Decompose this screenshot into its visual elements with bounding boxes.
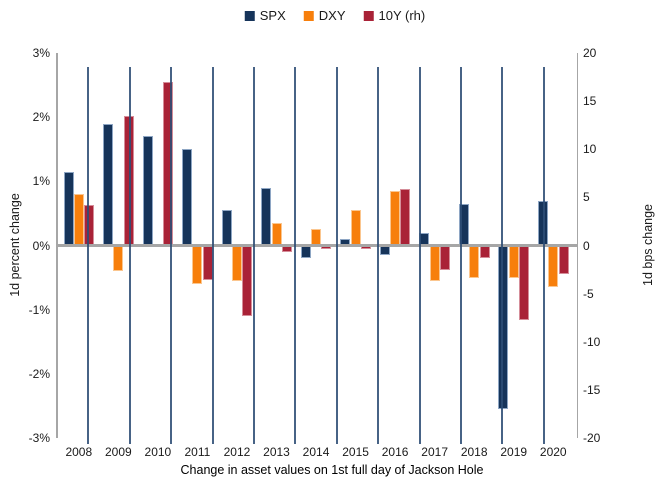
x-tick-label-2012: 2012 [223, 445, 251, 459]
legend-item-dxy: DXY [303, 8, 346, 23]
x-tick-label-2010: 2010 [144, 445, 172, 459]
bar-spx-2013 [261, 187, 272, 246]
legend-swatch-icon [244, 10, 255, 21]
bar-10y-2016 [400, 188, 411, 246]
x-tick-label-2020: 2020 [539, 445, 567, 459]
bar-dxy-2011 [192, 245, 203, 284]
legend-label: SPX [259, 8, 286, 23]
year-separator-line [252, 67, 255, 444]
x-tick-label-2008: 2008 [65, 445, 93, 459]
year-separator-line [170, 67, 173, 444]
x-tick-label-2011: 2011 [184, 445, 211, 459]
y-left-tick-label: 3% [32, 46, 50, 60]
bar-spx-2014 [300, 245, 311, 259]
bar-dxy-2015 [350, 210, 361, 246]
year-separator-line [87, 67, 90, 444]
y-right-tick-label: -10 [583, 334, 601, 349]
year-separator-line [377, 67, 380, 444]
legend-swatch-icon [363, 10, 374, 21]
legend-swatch-icon [303, 10, 314, 21]
y-right-tick-label: -5 [583, 286, 594, 301]
year-separator-line [501, 67, 504, 444]
bar-10y-2017 [439, 245, 450, 270]
year-separator-line [542, 67, 545, 444]
y-right-tick-label: 5 [583, 190, 590, 205]
x-tick-label-2015: 2015 [342, 445, 369, 459]
year-separator-line [335, 67, 338, 444]
x-tick-label-2016: 2016 [381, 445, 409, 459]
y-right-tick-label: -15 [583, 382, 601, 397]
y-left-tick-label: 2% [32, 110, 50, 125]
y-left-tick-label: -2% [28, 366, 50, 381]
x-axis-title: Change in asset values on 1st full day o… [180, 463, 484, 477]
year-separator-line [294, 67, 297, 444]
right-axis-title: 1d bps change [641, 203, 655, 287]
left-axis-title: 1d percent change [8, 193, 22, 297]
bar-dxy-2008 [73, 194, 84, 246]
x-tick-label-2017: 2017 [421, 445, 449, 459]
year-separator-line [211, 67, 214, 444]
y-left-tick-label: 0% [32, 238, 50, 253]
bar-spx-2008 [63, 171, 74, 246]
bar-dxy-2019 [508, 245, 519, 278]
y-right-tick-label: -20 [583, 431, 601, 445]
bar-dxy-2012 [231, 245, 242, 281]
bar-dxy-2017 [429, 245, 440, 281]
bar-10y-2012 [242, 245, 253, 316]
bar-dxy-2018 [469, 245, 480, 278]
bar-10y-2018 [479, 245, 490, 258]
y-right-tick-label: 10 [583, 142, 597, 157]
x-tick-label-2014: 2014 [302, 445, 330, 459]
bar-spx-2011 [182, 149, 193, 246]
year-separator-line [418, 67, 421, 444]
bar-dxy-2020 [548, 245, 559, 288]
chart-legend: SPX DXY 10Y (rh) [244, 8, 426, 23]
bar-10y-2020 [558, 245, 569, 275]
bar-spx-2019 [498, 245, 509, 410]
year-separator-line [128, 67, 131, 444]
zero-baseline [57, 244, 577, 247]
y-right-tick-label: 0 [583, 238, 590, 253]
left-axis-line [56, 53, 58, 438]
bar-spx-2012 [221, 210, 232, 246]
y-right-tick-label: 20 [583, 46, 597, 60]
bar-dxy-2013 [271, 223, 282, 246]
y-left-tick-label: -1% [28, 302, 50, 317]
y-left-tick-label: 1% [32, 174, 50, 189]
right-axis-line [576, 53, 578, 438]
bar-dxy-2016 [390, 190, 401, 246]
legend-item-10y: 10Y (rh) [363, 8, 426, 23]
bar-10y-2019 [519, 245, 530, 320]
x-tick-label-2018: 2018 [460, 445, 488, 459]
legend-item-spx: SPX [244, 8, 286, 23]
bar-dxy-2009 [113, 245, 124, 272]
year-separator-line [459, 67, 462, 444]
y-right-tick-label: 15 [583, 94, 597, 109]
x-tick-label-2009: 2009 [104, 445, 132, 459]
x-tick-label-2013: 2013 [263, 445, 290, 459]
bar-spx-2010 [142, 136, 153, 246]
legend-label: 10Y (rh) [378, 8, 426, 23]
bar-spx-2009 [103, 123, 114, 246]
legend-label: DXY [318, 8, 346, 23]
x-tick-label-2019: 2019 [500, 445, 528, 459]
y-left-tick-label: -3% [28, 431, 50, 445]
